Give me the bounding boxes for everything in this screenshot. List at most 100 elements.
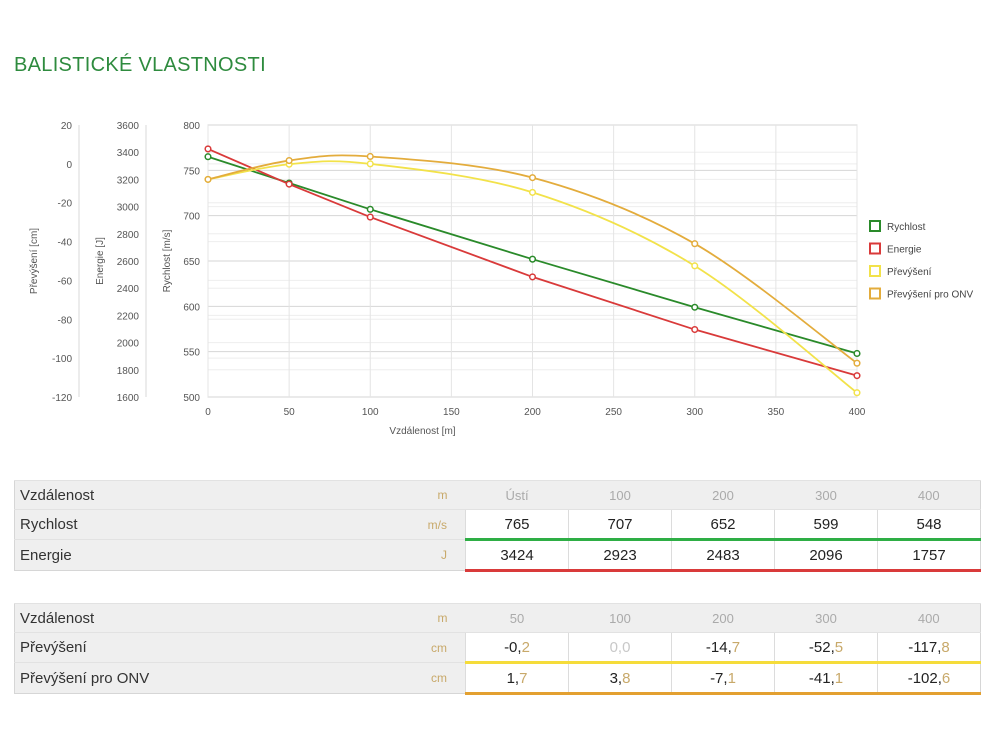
value-integer: 1757	[912, 546, 946, 564]
value-cell: -14,7	[671, 632, 775, 664]
legend-label: Převýšení	[887, 267, 932, 278]
y-tick-label: 2000	[117, 339, 140, 350]
column-header: 300	[774, 480, 878, 510]
series-point	[528, 255, 537, 263]
value-cell: 652	[671, 509, 775, 541]
value-cell: 2096	[774, 539, 878, 572]
value-cell: 599	[774, 509, 878, 541]
series-point	[528, 188, 537, 196]
legend-swatch	[869, 220, 881, 232]
legend-swatch	[869, 287, 881, 300]
table-row: Převýšení pro ONV cm 1,7 3,8 -7,1 -41,1 -102,6	[14, 662, 981, 695]
y-tick-label: 1600	[117, 393, 140, 404]
value-integer: 765	[504, 515, 530, 533]
y-tick-label: 2600	[117, 257, 140, 268]
value-integer: 548	[916, 515, 942, 533]
value-cell: -102,6	[877, 662, 981, 695]
value-integer: -14,	[705, 638, 732, 656]
value-integer: -0,	[504, 638, 522, 656]
page-title: BALISTICKÉ VLASTNOSTI	[14, 54, 266, 76]
value-integer: 652	[710, 515, 736, 533]
value-cell: 1757	[877, 539, 981, 572]
row-label: Energie	[14, 539, 387, 571]
value-integer: -102,	[907, 669, 942, 687]
value-decimal: 6	[941, 669, 951, 687]
x-tick-label: 400	[849, 407, 866, 418]
legend-label: Rychlost	[887, 222, 926, 233]
y-tick-label: 3400	[117, 148, 140, 159]
y-tick-label: 550	[183, 348, 200, 359]
series-point	[366, 213, 374, 221]
series-line	[207, 148, 858, 377]
y-tick-label: -40	[58, 238, 73, 249]
x-tick-label: 200	[524, 407, 541, 418]
value-integer: 3424	[500, 546, 534, 564]
value-integer: 599	[813, 515, 839, 533]
value-integer: -117,	[908, 638, 942, 656]
y-tick-label: 800	[183, 121, 200, 132]
unit-label: m/s	[387, 509, 466, 540]
column-header: Ústí	[465, 480, 569, 510]
y-tick-label: 3600	[117, 121, 140, 132]
series-point	[691, 240, 699, 248]
value-integer: -41,	[808, 669, 835, 687]
value-cell: -41,1	[774, 662, 878, 695]
value-integer: -7,	[710, 669, 728, 687]
series-point	[853, 359, 861, 367]
x-tick-label: 100	[362, 407, 379, 418]
value-integer: 2096	[809, 546, 843, 564]
value-decimal: 7	[731, 638, 741, 656]
series-point	[853, 372, 861, 380]
series-point	[528, 174, 537, 182]
y-tick-label: 750	[183, 166, 200, 177]
y-tick-label: 2800	[117, 230, 140, 241]
series-point	[204, 153, 212, 161]
column-header: 100	[568, 480, 672, 510]
unit-label: m	[387, 603, 466, 633]
y-tick-label: 3200	[117, 175, 140, 186]
series-point	[366, 160, 374, 168]
series-point	[691, 325, 699, 334]
column-header: 50	[465, 603, 569, 633]
legend-swatch	[869, 265, 881, 277]
value-cell: 548	[877, 509, 981, 541]
y-tick-label: 1800	[117, 366, 140, 377]
series-point	[528, 273, 537, 281]
value-decimal: 1	[834, 669, 844, 687]
velocity-energy-table: Vzdálenost m Ústí 100 200 300 400 Rychlost m/s 76…	[14, 480, 981, 572]
value-cell: -117,8	[877, 632, 981, 664]
y-tick-label: 2400	[117, 284, 140, 295]
value-cell: 0,0	[568, 632, 672, 664]
legend-label: Převýšení pro ONV	[887, 290, 973, 301]
x-tick-label: 150	[443, 407, 460, 418]
value-cell: -52,5	[774, 632, 878, 664]
series-point	[285, 180, 293, 188]
value-cell: 2923	[568, 539, 672, 572]
unit-label: cm	[387, 632, 466, 663]
x-tick-label: 250	[605, 407, 622, 418]
value-integer: 1,	[506, 669, 520, 687]
row-label: Vzdálenost	[14, 480, 387, 510]
value-decimal: 5	[834, 638, 844, 656]
column-header: 400	[877, 480, 981, 510]
y-tick-label: -120	[52, 393, 72, 404]
column-header: 200	[671, 603, 775, 633]
row-label: Převýšení pro ONV	[14, 662, 387, 694]
y-tick-label: -80	[58, 315, 73, 326]
value-decimal: 1	[727, 669, 736, 687]
value-cell: -7,1	[671, 662, 775, 695]
value-integer: 2483	[706, 546, 740, 564]
series-point	[366, 152, 374, 161]
legend-swatch	[869, 242, 881, 255]
x-tick-label: 50	[284, 407, 296, 418]
row-label: Rychlost	[14, 509, 387, 540]
column-header: 300	[774, 603, 878, 633]
column-header: 400	[877, 603, 981, 633]
x-axis-label: Vzdálenost [m]	[389, 426, 455, 437]
series-point	[691, 262, 699, 270]
y-tick-label: 2200	[117, 311, 140, 322]
drop-table: Vzdálenost m 50 100 200 300 400 Převýšení cm -0,2…	[14, 603, 981, 695]
y-tick-label: 20	[61, 121, 73, 132]
y-tick-label: 700	[183, 212, 200, 223]
y-tick-label: 600	[183, 302, 200, 313]
